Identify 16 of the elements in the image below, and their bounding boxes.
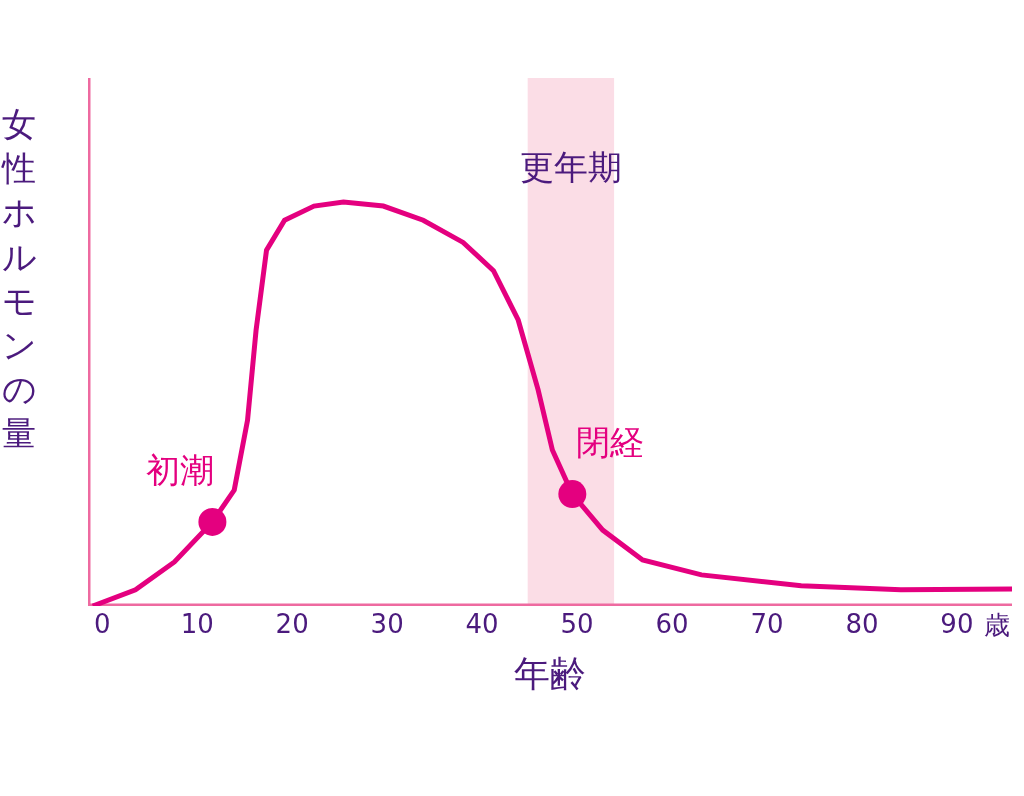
x-tick-label: 60	[655, 609, 689, 639]
x-tick-label: 80	[845, 609, 879, 639]
x-tick-label: 0	[93, 609, 111, 639]
y-axis-title: 女性ホルモンの量	[1, 104, 37, 454]
band-label: 更年期	[520, 147, 622, 187]
x-tick-label: 70	[750, 609, 784, 639]
x-tick-label: 50	[560, 609, 594, 639]
x-tick-label: 30	[370, 609, 404, 639]
x-tick-label: 90	[940, 609, 974, 639]
x-tick-label: 10	[180, 609, 214, 639]
annotation: 初潮	[146, 450, 214, 490]
x-tick-label: 40	[465, 609, 499, 639]
x-tick-label: 20	[275, 609, 309, 639]
x-axis-title: 年齢	[514, 652, 586, 694]
annotation: 閉経	[576, 422, 644, 462]
text: 歳	[984, 610, 1010, 640]
